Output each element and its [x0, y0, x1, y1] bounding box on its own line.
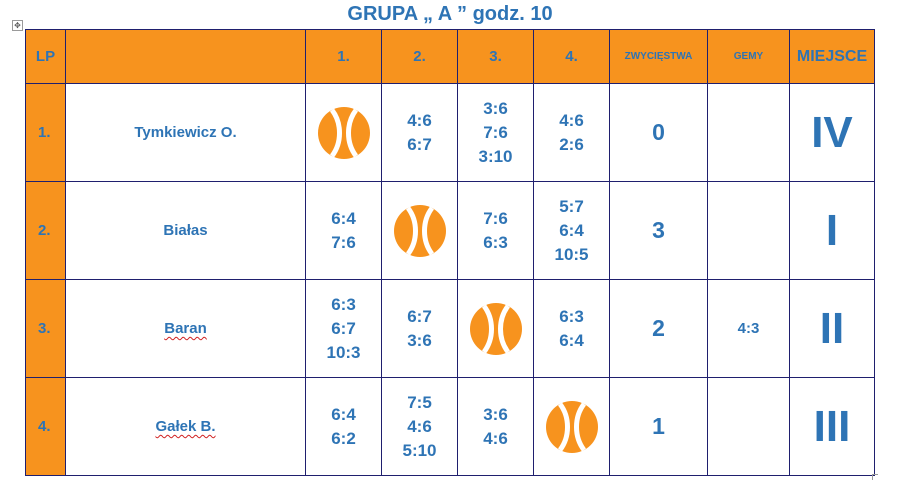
tennis-ball-icon [317, 106, 370, 159]
player-name-text: Tymkiewicz O. [134, 124, 237, 141]
results-table: LP 1. 2. 3. 4. ZWYCIĘSTWA GEMY MIEJSCE 1… [25, 29, 875, 476]
place-cell: IV [789, 83, 875, 182]
player-name: Białas [65, 181, 306, 280]
table-move-handle-icon[interactable]: ✥ [12, 20, 23, 31]
tennis-ball-icon [545, 400, 598, 453]
score-cell: 7:5 4:6 5:10 [381, 377, 458, 476]
score-text: 3:6 7:6 3:10 [478, 98, 513, 166]
score-cell: 3:6 4:6 [457, 377, 534, 476]
wins-cell: 3 [609, 181, 708, 280]
wins-cell: 2 [609, 279, 708, 378]
score-text: 7:5 4:6 5:10 [402, 392, 437, 460]
score-cell: 6:3 6:4 [533, 279, 610, 378]
header-wins: ZWYCIĘSTWA [609, 29, 708, 84]
games-cell [707, 83, 790, 182]
score-cell: 4:6 2:6 [533, 83, 610, 182]
header-col-3: 3. [457, 29, 534, 84]
player-name-text: Baran [164, 320, 207, 337]
self-match-cell [305, 83, 382, 182]
games-cell [707, 181, 790, 280]
row-lp: 1. [25, 83, 66, 182]
player-name: Tymkiewicz O. [65, 83, 306, 182]
row-lp: 4. [25, 377, 66, 476]
player-name: Baran [65, 279, 306, 378]
row-lp: 3. [25, 279, 66, 378]
games-cell: 4:3 [707, 279, 790, 378]
header-place: MIEJSCE [789, 29, 875, 84]
player-name-text: Gałek B. [155, 418, 216, 435]
row-lp: 2. [25, 181, 66, 280]
score-cell: 3:6 7:6 3:10 [457, 83, 534, 182]
score-cell: 5:7 6:4 10:5 [533, 181, 610, 280]
score-cell: 7:6 6:3 [457, 181, 534, 280]
self-match-cell [381, 181, 458, 280]
score-text: 4:6 2:6 [559, 110, 584, 154]
score-text: 6:3 6:4 [559, 306, 584, 350]
score-text: 3:6 4:6 [483, 404, 508, 448]
games-cell [707, 377, 790, 476]
score-text: 7:6 6:3 [483, 208, 508, 252]
score-text: 5:7 6:4 10:5 [554, 196, 589, 264]
score-cell: 6:4 7:6 [305, 181, 382, 280]
header-row: LP 1. 2. 3. 4. ZWYCIĘSTWA GEMY MIEJSCE [25, 29, 875, 84]
table-row: 4. Gałek B. 6:4 6:2 7:5 4:6 5:10 3:6 4:6… [25, 377, 875, 476]
wins-cell: 0 [609, 83, 708, 182]
score-cell: 4:6 6:7 [381, 83, 458, 182]
header-name [65, 29, 306, 84]
page-title: GRUPA „ A ” godz. 10 [347, 3, 553, 25]
table-row: 1. Tymkiewicz O. 4:6 6:7 3:6 7:6 3:10 4:… [25, 83, 875, 182]
score-text: 4:6 6:7 [407, 110, 432, 154]
table-resize-handle[interactable] [872, 474, 878, 480]
header-games: GEMY [707, 29, 790, 84]
table-row: 3. Baran 6:3 6:7 10:3 6:7 3:6 6:3 6:4 2 … [25, 279, 875, 378]
table-row: 2. Białas 6:4 7:6 7:6 6:3 5:7 6:4 10:5 3… [25, 181, 875, 280]
tennis-ball-icon [393, 204, 446, 257]
header-col-1: 1. [305, 29, 382, 84]
score-text: 6:7 3:6 [407, 306, 432, 350]
header-col-4: 4. [533, 29, 610, 84]
player-name-text: Białas [163, 222, 208, 239]
header-lp: LP [25, 29, 66, 84]
wins-cell: 1 [609, 377, 708, 476]
self-match-cell [457, 279, 534, 378]
score-cell: 6:3 6:7 10:3 [305, 279, 382, 378]
score-text: 6:3 6:7 10:3 [326, 294, 361, 362]
score-cell: 6:4 6:2 [305, 377, 382, 476]
score-cell: 6:7 3:6 [381, 279, 458, 378]
tennis-ball-icon [469, 302, 522, 355]
score-text: 6:4 7:6 [331, 208, 356, 252]
place-cell: III [789, 377, 875, 476]
place-cell: I [789, 181, 875, 280]
player-name: Gałek B. [65, 377, 306, 476]
score-text: 6:4 6:2 [331, 404, 356, 448]
place-cell: II [789, 279, 875, 378]
self-match-cell [533, 377, 610, 476]
header-col-2: 2. [381, 29, 458, 84]
